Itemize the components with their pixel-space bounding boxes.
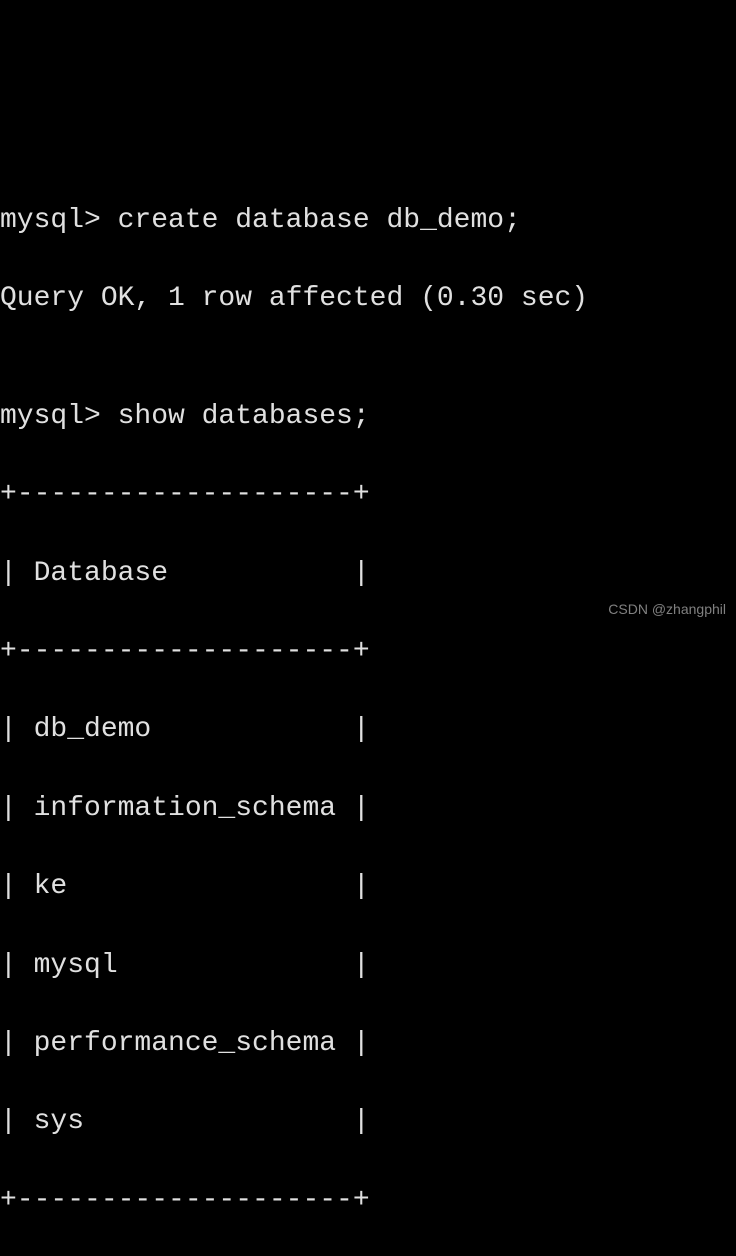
command-line-create: mysql> create database db_demo; xyxy=(0,201,736,240)
query-ok-line: Query OK, 1 row affected (0.30 sec) xyxy=(0,279,736,318)
table-header: | Database | xyxy=(0,554,736,593)
table-row: | db_demo | xyxy=(0,710,736,749)
watermark-text: CSDN @zhangphil xyxy=(608,600,726,620)
table-border-mid: +--------------------+ xyxy=(0,632,736,671)
command-line-show: mysql> show databases; xyxy=(0,397,736,436)
table-row: | ke | xyxy=(0,867,736,906)
table-border-bottom: +--------------------+ xyxy=(0,1181,736,1220)
table-row: | sys | xyxy=(0,1102,736,1141)
table-row: | mysql | xyxy=(0,946,736,985)
terminal-output: mysql> create database db_demo; Query OK… xyxy=(0,162,736,1256)
table-row: | performance_schema | xyxy=(0,1024,736,1063)
table-border-top: +--------------------+ xyxy=(0,475,736,514)
table-row: | information_schema | xyxy=(0,789,736,828)
